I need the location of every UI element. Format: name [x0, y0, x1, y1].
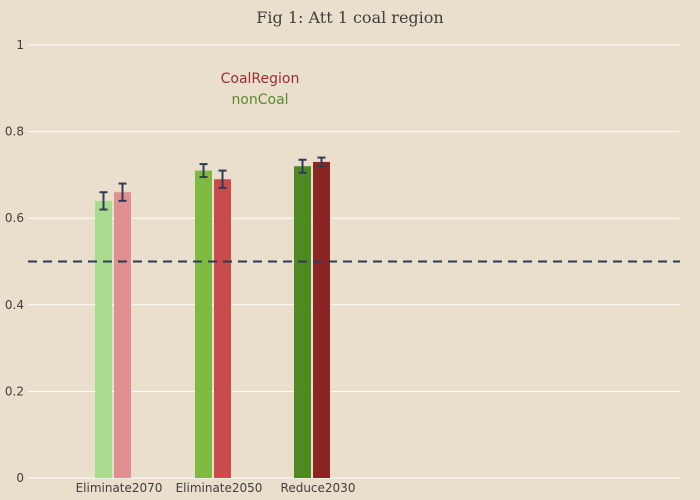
y-tick-label: 0.8: [5, 125, 24, 139]
legend[interactable]: CoalRegion nonCoal: [221, 71, 300, 108]
error-bar-noncoal-eliminate2050: [199, 163, 208, 179]
error-bar-coalregion-eliminate2050: [218, 169, 227, 189]
grid-lines: [28, 44, 680, 479]
y-tick-label: 0.2: [5, 384, 24, 398]
error-bar-noncoal-reduce2030: [298, 158, 307, 174]
chart-title: Fig 1: Att 1 coal region: [256, 8, 443, 27]
y-tick-label: 0.4: [5, 298, 24, 312]
y-tick-label: 0: [16, 471, 24, 485]
error-bar-coalregion-eliminate2070: [118, 182, 127, 202]
bar-coalregion-reduce2030[interactable]: [313, 161, 330, 478]
legend-item-coalregion[interactable]: CoalRegion: [221, 71, 300, 87]
x-tick-label: Eliminate2050: [176, 481, 263, 495]
x-tick-label: Eliminate2070: [76, 481, 163, 495]
bar-coalregion-eliminate2070[interactable]: [114, 192, 131, 478]
error-bar-coalregion-reduce2030: [317, 156, 326, 168]
y-tick-label: 1: [16, 38, 24, 52]
bar-coalregion-eliminate2050[interactable]: [214, 179, 231, 479]
x-tick-label: Reduce2030: [281, 481, 356, 495]
y-tick-label: 0.6: [5, 211, 24, 225]
error-bar-noncoal-eliminate2070: [99, 191, 108, 211]
bar-noncoal-eliminate2050[interactable]: [195, 170, 212, 478]
bar-noncoal-reduce2030[interactable]: [294, 166, 311, 479]
bar-noncoal-eliminate2070[interactable]: [95, 200, 112, 478]
y-axis-ticks: 0 0.2 0.4 0.6 0.8 1: [5, 38, 24, 485]
error-bars: [99, 156, 326, 211]
legend-item-noncoal[interactable]: nonCoal: [231, 92, 288, 108]
bars: [95, 161, 330, 479]
x-axis-ticks: Eliminate2070 Eliminate2050 Reduce2030: [76, 481, 356, 495]
